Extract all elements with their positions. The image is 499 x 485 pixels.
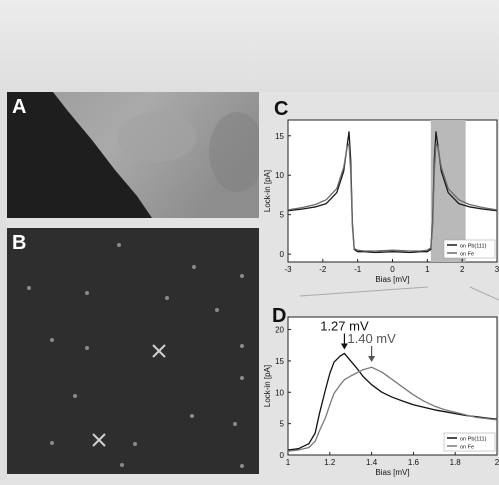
panel-c-chart: -3 -2 -1 0 1 2 3 0 5 10 15 Bias [mV] Lock-in [pA] on … (262, 96, 499, 289)
chart-c-y-axis-label: Lock-in [pA] (263, 170, 272, 212)
chart-d-y-tick-label: 15 (275, 357, 284, 366)
chart-c-y-tick-label: 0 (280, 250, 285, 259)
chart-c-x-tick-label: -1 (354, 265, 362, 274)
chart-c-legend-label: on Fe (460, 252, 474, 258)
chart-d-y-tick-label: 10 (275, 388, 284, 397)
chart-d-y-tick-label: 0 (280, 451, 285, 460)
panel-b-image (7, 228, 259, 474)
chart-c-x-tick-label: -3 (284, 265, 292, 274)
chart-d-x-tick-label: 2 (495, 458, 499, 467)
panel-label-c: C (274, 98, 289, 120)
chart-d-legend-label: on Fe (460, 445, 474, 451)
panel-d-chart: 1 1.2 1.4 1.6 1.8 2 0 5 10 15 20 Bias [mV] Lock-in [… (262, 297, 499, 480)
chart-c-y-tick-label: 15 (275, 132, 284, 141)
panel-b-scan: B (7, 228, 259, 474)
chart-d-y-tick-label: 5 (280, 420, 285, 429)
chart-c-svg: -3 -2 -1 0 1 2 3 0 5 10 15 Bias [mV] Lock-in [pA] on … (263, 119, 499, 284)
panel-a-image (7, 92, 259, 218)
chart-c-y-tick-label: 10 (275, 171, 284, 180)
chart-c-x-tick-label: 3 (495, 265, 499, 274)
chart-c-x-axis-label: Bias [mV] (375, 275, 409, 284)
chart-d-plot-area (287, 316, 498, 456)
chart-d-x-axis-label: Bias [mV] (375, 468, 409, 477)
page-background-top (0, 0, 499, 92)
chart-c-series-0-line (287, 131, 498, 254)
chart-d-annotation-label: 1.27 mV (320, 319, 369, 334)
chart-d-y-axis-label: Lock-in [pA] (263, 365, 272, 407)
panel-a-topography: A (7, 92, 259, 218)
chart-c-legend-label: on Pb(111) (460, 244, 487, 250)
chart-c-x-tick-label: 0 (390, 265, 395, 274)
panel-label-a: A (12, 96, 27, 118)
chart-c-series-1-line (287, 143, 498, 252)
chart-d-x-tick-label: 1 (286, 458, 291, 467)
chart-c-x-tick-label: 1 (425, 265, 430, 274)
chart-d-series-0-line (287, 352, 498, 451)
chart-c-x-tick-label: -2 (319, 265, 327, 274)
chart-d-x-tick-label: 1.6 (408, 458, 420, 467)
chart-d-x-tick-label: 1.2 (324, 458, 336, 467)
chart-d-x-tick-label: 1.8 (450, 458, 462, 467)
chart-d-y-tick-label: 20 (275, 326, 284, 335)
panel-label-b: B (12, 232, 27, 254)
chart-c-x-tick-label: 2 (460, 265, 465, 274)
chart-d-annotation-label: 1.40 mV (347, 331, 396, 346)
chart-d-x-tick-label: 1.4 (366, 458, 378, 467)
chart-d-annotation-arrow-head (340, 343, 348, 350)
left-gutter (0, 92, 7, 480)
panel-label-d: D (272, 305, 287, 327)
chart-d-legend-label: on Pb(111) (460, 437, 487, 443)
chart-d-series-1-line (287, 366, 498, 452)
chart-d-annotation-arrow-head (368, 356, 376, 363)
chart-c-y-tick-label: 5 (280, 211, 285, 220)
